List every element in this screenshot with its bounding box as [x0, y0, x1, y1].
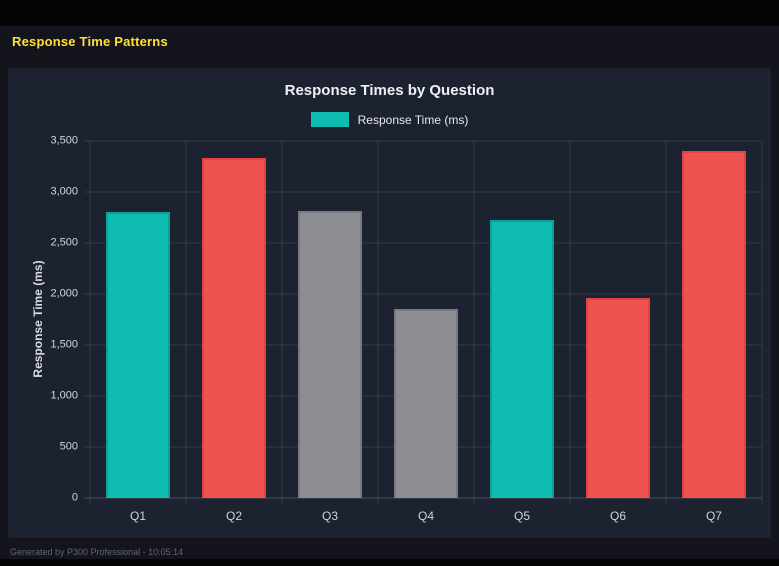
- y-tick-label: 3,000: [50, 185, 78, 198]
- bar-q6[interactable]: [586, 298, 650, 498]
- gridline-vertical: [665, 141, 667, 504]
- gridline-vertical: [761, 141, 763, 504]
- chart-title: Response Times by Question: [284, 82, 495, 99]
- legend-label: Response Time (ms): [357, 112, 469, 127]
- gridline-vertical: [185, 141, 187, 504]
- plot-area: 0 500 1,000 1,500 2,000 2,500 3,000 3,500 Q1 Q2 Q3…: [50, 135, 763, 522]
- chart-panel: Response Times by Question Response Time…: [8, 68, 771, 538]
- bar-q3[interactable]: [298, 211, 362, 498]
- x-tick-label: Q7: [705, 509, 722, 523]
- window-bottom-strip: [0, 559, 779, 566]
- x-tick-label: Q1: [129, 509, 147, 523]
- y-tick-label: 500: [59, 440, 78, 453]
- y-tick-label: 3,500: [50, 134, 78, 147]
- footer-note: Generated by P300 Professional - 10:05:1…: [10, 547, 184, 557]
- x-tick-label: Q3: [321, 509, 339, 523]
- gridline-vertical: [377, 141, 379, 504]
- x-tick-label: Q4: [417, 509, 435, 523]
- y-tick-label: 0: [71, 491, 78, 504]
- gridline-horizontal: [84, 497, 762, 499]
- page-title: Response Time Patterns: [12, 34, 168, 49]
- y-tick-label: 1,000: [50, 389, 78, 402]
- x-tick-label: Q5: [513, 509, 531, 523]
- y-tick-label: 2,000: [50, 287, 78, 300]
- window-top-strip: [0, 0, 779, 26]
- gridline-vertical: [473, 141, 475, 504]
- gridline-horizontal: [84, 140, 762, 142]
- y-axis-title: Response Time (ms): [31, 260, 45, 378]
- x-tick-label: Q2: [225, 509, 243, 523]
- legend-item-response-time[interactable]: Response Time (ms): [8, 112, 771, 127]
- y-tick-label: 2,500: [50, 236, 78, 249]
- legend-swatch: [310, 112, 349, 127]
- gridline-vertical: [89, 141, 91, 504]
- gridline-vertical: [281, 141, 283, 504]
- bar-q2[interactable]: [202, 158, 266, 498]
- bar-q1[interactable]: [106, 212, 170, 498]
- bar-q5[interactable]: [490, 219, 554, 498]
- y-tick-label: 1,500: [50, 338, 78, 351]
- gridline-vertical: [569, 141, 571, 504]
- gridline-horizontal: [84, 242, 762, 244]
- gridline-horizontal: [84, 293, 762, 295]
- x-tick-label: Q6: [609, 509, 627, 523]
- bar-q7[interactable]: [681, 151, 746, 498]
- bar-q4[interactable]: [394, 309, 458, 498]
- gridline-horizontal: [84, 191, 762, 193]
